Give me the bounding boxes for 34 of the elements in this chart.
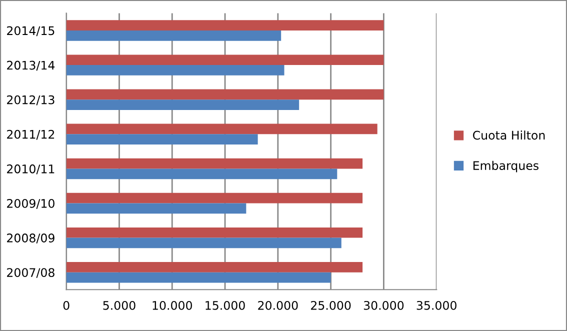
legend-label: Embarques	[473, 160, 538, 172]
y-tick-label: 2012/13	[7, 95, 54, 106]
bar	[66, 192, 363, 204]
bar	[66, 227, 363, 238]
bar	[66, 54, 384, 66]
bar	[66, 100, 300, 110]
x-tick-label: 20.000	[258, 300, 298, 310]
bar	[66, 158, 363, 169]
x-tick-label: 0	[63, 300, 70, 310]
y-tick-label: 2011/12	[7, 130, 54, 140]
y-tick-label: 2007/08	[7, 268, 54, 278]
bar	[66, 272, 331, 283]
y-tick-label: 2010/11	[7, 164, 54, 174]
x-tick-label: 35.000	[416, 300, 456, 310]
x-tick-label: 10.000	[152, 300, 192, 310]
bar	[66, 203, 246, 214]
y-tick-label: 2008/09	[7, 234, 54, 244]
y-tick-label: 2014/15	[7, 26, 54, 36]
bar	[66, 20, 384, 31]
x-tick-label: 15.000	[206, 300, 245, 310]
x-tick-label: 25.000	[311, 300, 351, 310]
bar	[66, 30, 282, 41]
y-tick-label: 2009/10	[7, 198, 54, 209]
bar	[66, 262, 363, 272]
bar	[66, 238, 342, 248]
y-tick-label: 2013/14	[7, 60, 55, 71]
bar	[66, 124, 378, 134]
legend-label: Cuota Hilton	[472, 130, 545, 140]
bar	[66, 168, 338, 180]
x-tick-label: 5.000	[103, 300, 136, 310]
bar	[66, 134, 258, 145]
x-tick-label: 30.000	[364, 300, 404, 310]
bar	[66, 65, 284, 76]
bar	[66, 89, 384, 100]
